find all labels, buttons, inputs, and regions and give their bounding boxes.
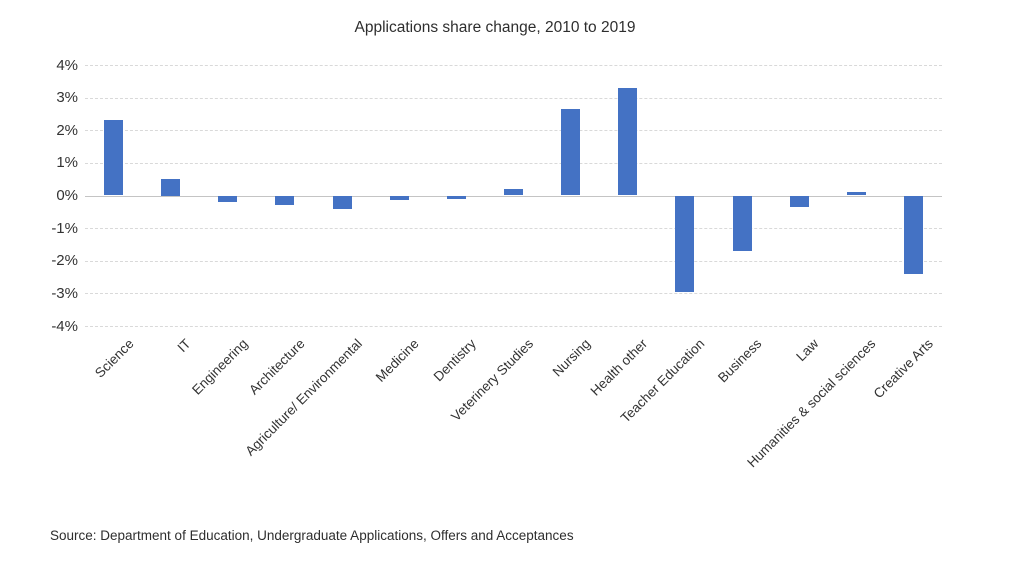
y-tick-label: 1%: [56, 154, 78, 172]
bar: [504, 188, 523, 196]
y-tick-label: 0%: [56, 187, 78, 204]
gridline: [85, 162, 942, 164]
x-category-label: Science: [91, 336, 137, 381]
x-category-label: Business: [715, 336, 765, 386]
y-tick-label: -1%: [51, 219, 78, 237]
y-tick-label: 4%: [56, 56, 78, 74]
bar: [332, 195, 352, 209]
bar: [161, 179, 181, 196]
bar: [846, 192, 866, 196]
plot-area: [85, 65, 942, 327]
x-category-label: Dentistry: [430, 336, 479, 385]
gridline: [85, 65, 942, 66]
bar: [732, 195, 752, 251]
gridline: [85, 97, 942, 99]
gridline: [85, 195, 942, 197]
bar: [618, 87, 638, 196]
bar: [389, 195, 409, 201]
bar: [275, 195, 295, 206]
bar: [789, 195, 809, 207]
bar: [104, 120, 124, 196]
y-tick-label: -2%: [51, 252, 78, 270]
x-category-label: Health other: [587, 336, 651, 399]
gridline: [85, 326, 942, 327]
bar: [446, 195, 466, 199]
gridline: [85, 260, 942, 262]
bar: [903, 195, 923, 274]
x-category-label: Engineering: [188, 336, 251, 398]
bar: [675, 195, 695, 292]
x-category-label: Architecture: [246, 336, 308, 398]
gridline: [85, 228, 942, 230]
x-category-label: Creative Arts: [870, 336, 937, 402]
y-tick-label: 3%: [56, 89, 78, 107]
gridline: [85, 130, 942, 132]
gridline: [85, 293, 942, 295]
x-category-label: Nursing: [549, 336, 594, 380]
chart-title: Applications share change, 2010 to 2019: [354, 19, 636, 36]
y-tick-label: -4%: [51, 317, 78, 335]
bar: [561, 109, 581, 196]
x-category-label: Agriculture/ Environmental: [242, 336, 365, 459]
y-tick-label: -3%: [51, 284, 78, 302]
x-category-label: IT: [174, 336, 194, 356]
x-category-label: Medicine: [373, 336, 422, 385]
bar: [218, 195, 238, 203]
y-tick-label: 2%: [56, 121, 78, 139]
x-category-label: Law: [793, 336, 822, 365]
source-note: Source: Department of Education, Undergr…: [50, 528, 574, 543]
